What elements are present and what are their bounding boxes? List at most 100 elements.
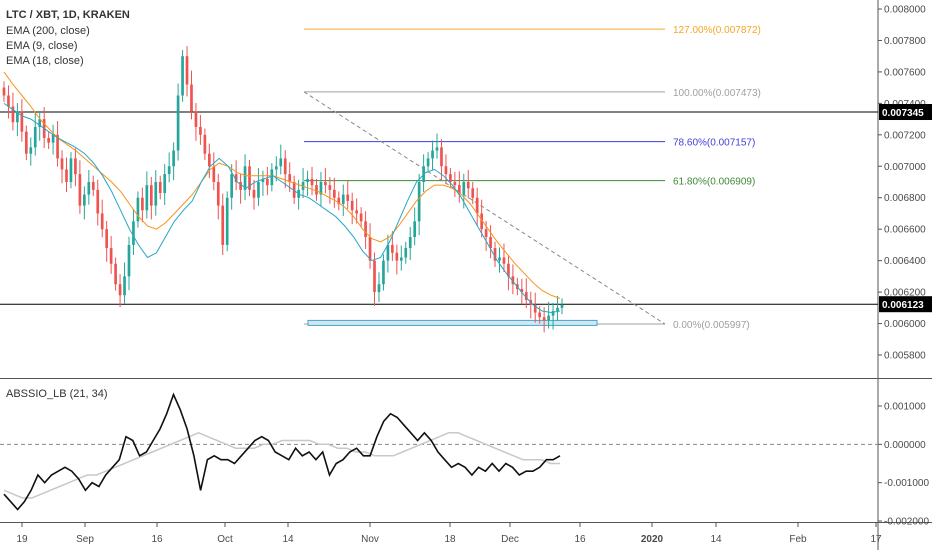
candle-body xyxy=(556,307,559,311)
y-tick-label: 0.007600 xyxy=(884,67,926,78)
osc-signal-line xyxy=(3,431,560,499)
y-tick-label: 0.006400 xyxy=(884,256,926,267)
x-tick-label: Oct xyxy=(217,534,233,545)
candle-body xyxy=(498,257,501,261)
candle-body xyxy=(212,166,216,182)
price-tag xyxy=(879,296,932,313)
candle-body xyxy=(337,197,341,205)
fib-level-label: 127.00%(0.007872) xyxy=(673,25,761,36)
candle-body xyxy=(185,56,189,85)
price-tag-label: 0.007345 xyxy=(882,108,924,119)
indicator-label: EMA (18, close) xyxy=(6,55,84,67)
candle-body xyxy=(118,284,122,296)
candle-body xyxy=(194,111,198,127)
candle-body xyxy=(123,276,126,296)
candle-body xyxy=(96,189,100,214)
candle-body xyxy=(203,134,207,154)
fib-level-label: 78.60%(0.007157) xyxy=(673,138,755,149)
candle-body xyxy=(239,182,242,190)
candle-body xyxy=(16,111,19,123)
candle-body xyxy=(359,213,363,222)
candle-body xyxy=(435,147,439,151)
x-tick-label: 17 xyxy=(870,534,882,545)
osc-y-tick-label: -0.001000 xyxy=(884,478,929,489)
x-tick-label: 19 xyxy=(16,534,28,545)
candle-body xyxy=(38,119,42,127)
ema-9-line xyxy=(3,102,561,314)
y-tick-label: 0.007800 xyxy=(884,36,926,47)
candle-body xyxy=(466,182,470,189)
candle-body xyxy=(373,260,376,293)
candle-body xyxy=(440,147,443,167)
ema-18-line xyxy=(3,71,561,299)
candle-body xyxy=(87,182,91,195)
candle-body xyxy=(382,260,385,285)
y-tick-label: 0.006800 xyxy=(884,193,926,204)
candle-body xyxy=(136,197,140,222)
candle-body xyxy=(51,134,55,143)
candle-body xyxy=(176,95,180,151)
candle-body xyxy=(324,182,327,186)
y-tick-label: 0.005800 xyxy=(884,351,926,362)
x-tick-label: 14 xyxy=(282,534,294,545)
candle-body xyxy=(225,197,229,245)
candle-body xyxy=(91,182,95,190)
y-tick-label: 0.006600 xyxy=(884,225,926,236)
y-tick-label: 0.007200 xyxy=(884,130,926,141)
x-tick-label: 2020 xyxy=(641,534,664,545)
osc-main-line xyxy=(3,392,561,511)
candle-body xyxy=(261,178,265,182)
candle-body xyxy=(386,244,390,261)
candle-body xyxy=(408,237,412,249)
candle-body xyxy=(542,317,546,321)
x-tick-label: Dec xyxy=(501,534,519,545)
fib-level-label: 61.80%(0.006909) xyxy=(673,177,755,188)
candle-body xyxy=(368,237,372,261)
candle-body xyxy=(216,182,220,206)
candle-body xyxy=(105,229,109,249)
candle-body xyxy=(11,106,15,123)
x-tick-label: Sep xyxy=(76,534,94,545)
candle-body xyxy=(167,166,171,175)
candle-body xyxy=(74,158,77,175)
candle-body xyxy=(114,263,117,285)
candle-body xyxy=(404,248,408,258)
candle-body xyxy=(172,150,175,167)
candle-body xyxy=(480,213,483,230)
candle-body xyxy=(270,169,274,186)
candle-body xyxy=(47,137,50,143)
candle-body xyxy=(364,221,367,238)
y-tick-label: 0.008000 xyxy=(884,5,926,16)
candle-body xyxy=(56,134,59,159)
candle-body xyxy=(83,194,86,206)
candle-body xyxy=(493,248,497,261)
candle-body xyxy=(319,182,323,195)
y-tick-label: 0.006000 xyxy=(884,319,926,330)
candle-body xyxy=(274,166,278,170)
candle-body xyxy=(520,288,524,293)
candle-body xyxy=(449,174,452,182)
osc-y-tick-label: 0.000000 xyxy=(884,440,926,451)
candle-body xyxy=(60,158,64,170)
candle-body xyxy=(29,147,33,154)
candle-body xyxy=(431,150,434,159)
candle-body xyxy=(78,174,82,206)
candle-body xyxy=(252,189,256,198)
candle-body xyxy=(350,200,354,211)
candle-body xyxy=(462,182,466,195)
candle-body xyxy=(208,153,211,167)
osc-y-tick-label: 0.001000 xyxy=(884,402,926,413)
y-tick-label: 0.006200 xyxy=(884,288,926,299)
candle-body xyxy=(547,315,550,321)
candle-body xyxy=(2,87,6,96)
candle-body xyxy=(346,194,350,201)
candle-body xyxy=(109,248,113,264)
fib-level-label: 100.00%(0.007473) xyxy=(673,88,761,99)
candle-body xyxy=(341,194,345,205)
candle-body xyxy=(33,126,37,148)
candle-body xyxy=(221,205,225,245)
candle-body xyxy=(310,178,314,186)
candle-body xyxy=(248,166,251,190)
candle-body xyxy=(377,284,381,293)
